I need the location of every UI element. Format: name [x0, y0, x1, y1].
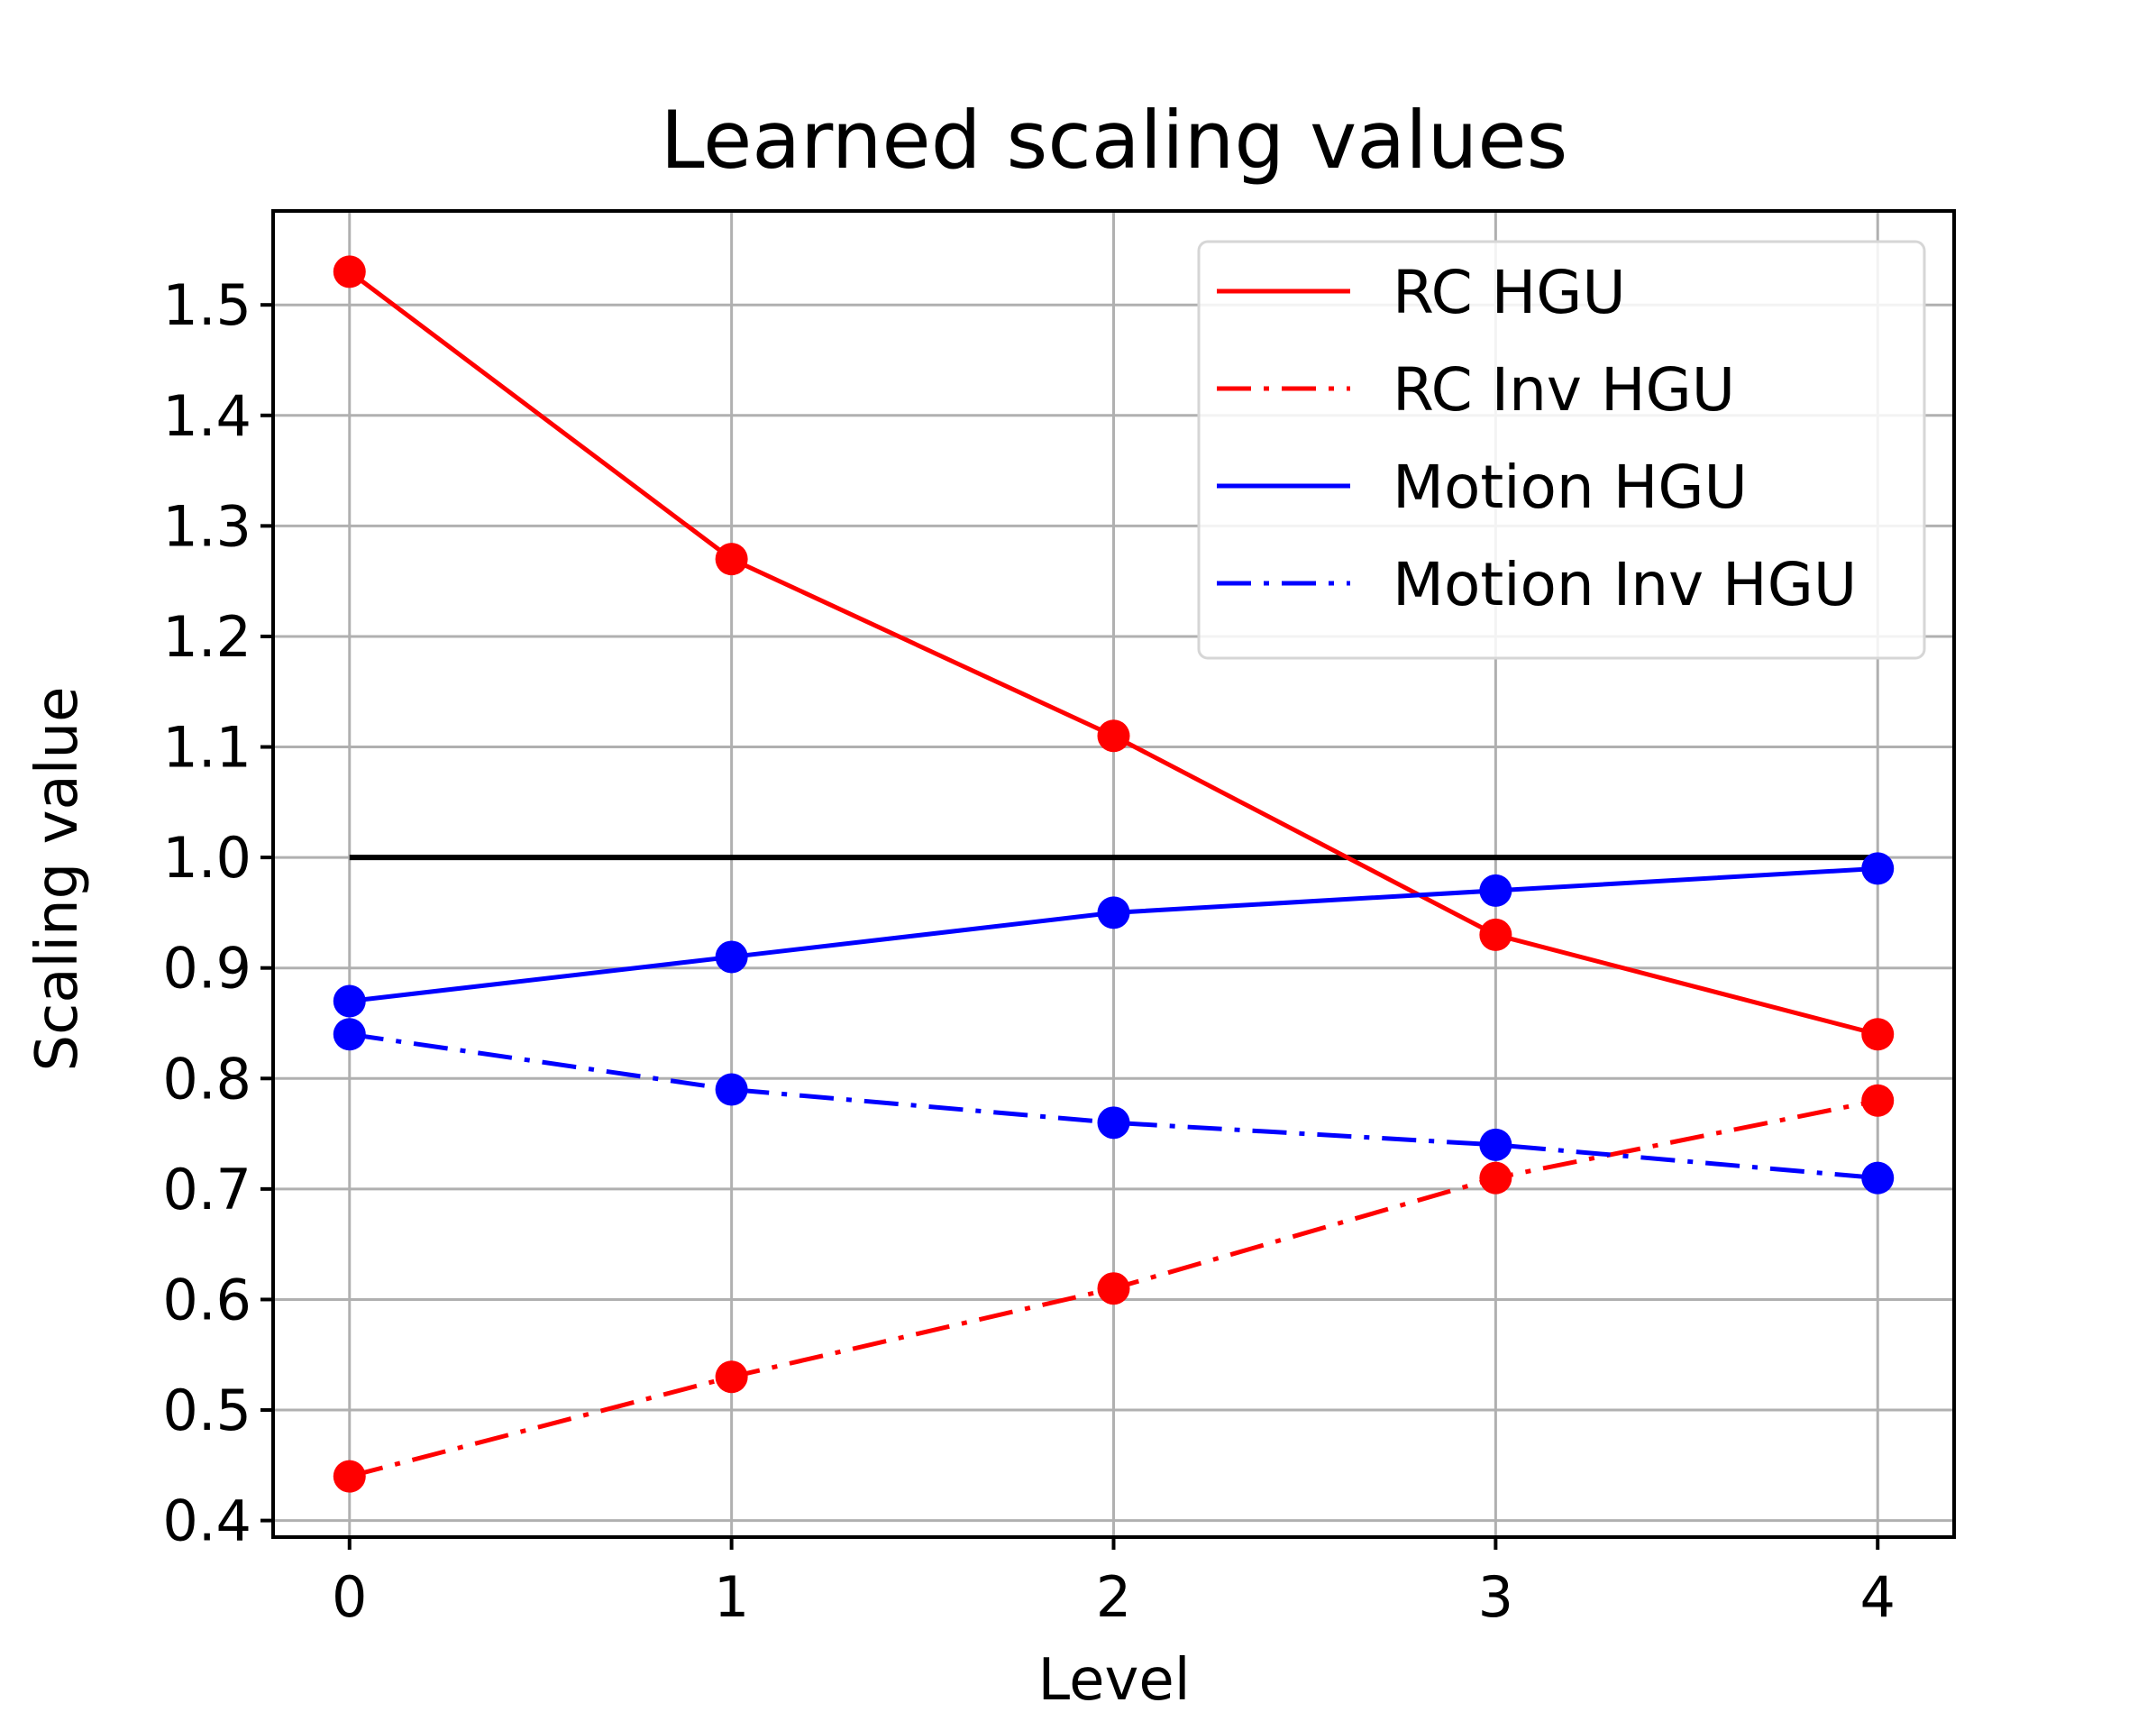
data-point-motion-inv-hgu [1861, 1161, 1895, 1195]
data-point-rc-inv-hgu [333, 1460, 366, 1493]
data-point-motion-inv-hgu [1479, 1128, 1512, 1161]
data-point-rc-hgu [1861, 1018, 1895, 1051]
data-point-motion-inv-hgu [1097, 1106, 1130, 1140]
x-tick-label: 3 [1478, 1564, 1513, 1630]
y-tick-label: 1.3 [162, 493, 251, 559]
series-rc-hgu [333, 255, 1895, 1051]
y-tick-label: 0.7 [162, 1157, 251, 1222]
data-point-motion-hgu [333, 984, 366, 1018]
data-point-motion-hgu [1861, 852, 1895, 885]
legend-box [1197, 240, 1926, 660]
y-tick-label: 1.2 [162, 604, 251, 670]
series-motion-inv-hgu [333, 1018, 1895, 1195]
data-point-rc-inv-hgu [1479, 1161, 1512, 1195]
legend-label-rc-hgu: RC HGU [1393, 258, 1626, 327]
x-tick-label: 0 [332, 1564, 367, 1630]
legend-label-motion-inv-hgu: Motion Inv HGU [1393, 550, 1857, 619]
legend-label-motion-hgu: Motion HGU [1393, 453, 1748, 522]
data-point-motion-hgu [715, 940, 748, 974]
data-point-rc-hgu [715, 543, 748, 576]
y-tick-label: 1.0 [162, 825, 251, 891]
data-point-motion-inv-hgu [715, 1073, 748, 1106]
data-point-rc-inv-hgu [1861, 1084, 1895, 1117]
y-tick-label: 1.4 [162, 383, 251, 449]
y-tick-label: 0.5 [162, 1378, 251, 1443]
y-tick-label: 0.9 [162, 936, 251, 1002]
y-tick-label: 0.8 [162, 1046, 251, 1112]
series-motion-hgu [333, 852, 1895, 1018]
data-point-motion-inv-hgu [333, 1018, 366, 1051]
series-line-motion-inv-hgu [349, 1031, 1878, 1181]
data-point-rc-inv-hgu [1097, 1272, 1130, 1305]
axis-ticks: 0 1 2 3 4 0.4 0.5 0.6 0.7 0.8 0.9 1.0 1.1 1.2 1.3 1.4 1.… [162, 272, 1896, 1630]
y-tick-label: 1.5 [162, 272, 251, 338]
y-tick-label: 0.4 [162, 1488, 251, 1554]
data-point-rc-hgu [333, 255, 366, 288]
legend: RC HGU RC Inv HGU Motion HGU Motion Inv HGU [1197, 240, 1926, 660]
series-rc-inv-hgu [333, 1084, 1895, 1493]
x-axis-label: Level [1038, 1647, 1191, 1712]
x-tick-label: 2 [1096, 1564, 1131, 1630]
data-point-motion-hgu [1479, 874, 1512, 907]
x-tick-label: 4 [1860, 1564, 1896, 1630]
data-point-rc-hgu [1097, 719, 1130, 753]
y-axis-label: Scaling value [24, 687, 91, 1072]
chart-title: Learned scaling values [661, 94, 1568, 187]
data-point-motion-hgu [1097, 896, 1130, 929]
x-tick-label: 1 [714, 1564, 749, 1630]
legend-label-rc-inv-hgu: RC Inv HGU [1393, 355, 1735, 425]
data-point-rc-hgu [1479, 918, 1512, 951]
y-tick-label: 1.1 [162, 715, 251, 781]
series-group [333, 255, 1895, 1493]
data-point-rc-inv-hgu [715, 1360, 748, 1394]
y-tick-label: 0.6 [162, 1267, 251, 1332]
